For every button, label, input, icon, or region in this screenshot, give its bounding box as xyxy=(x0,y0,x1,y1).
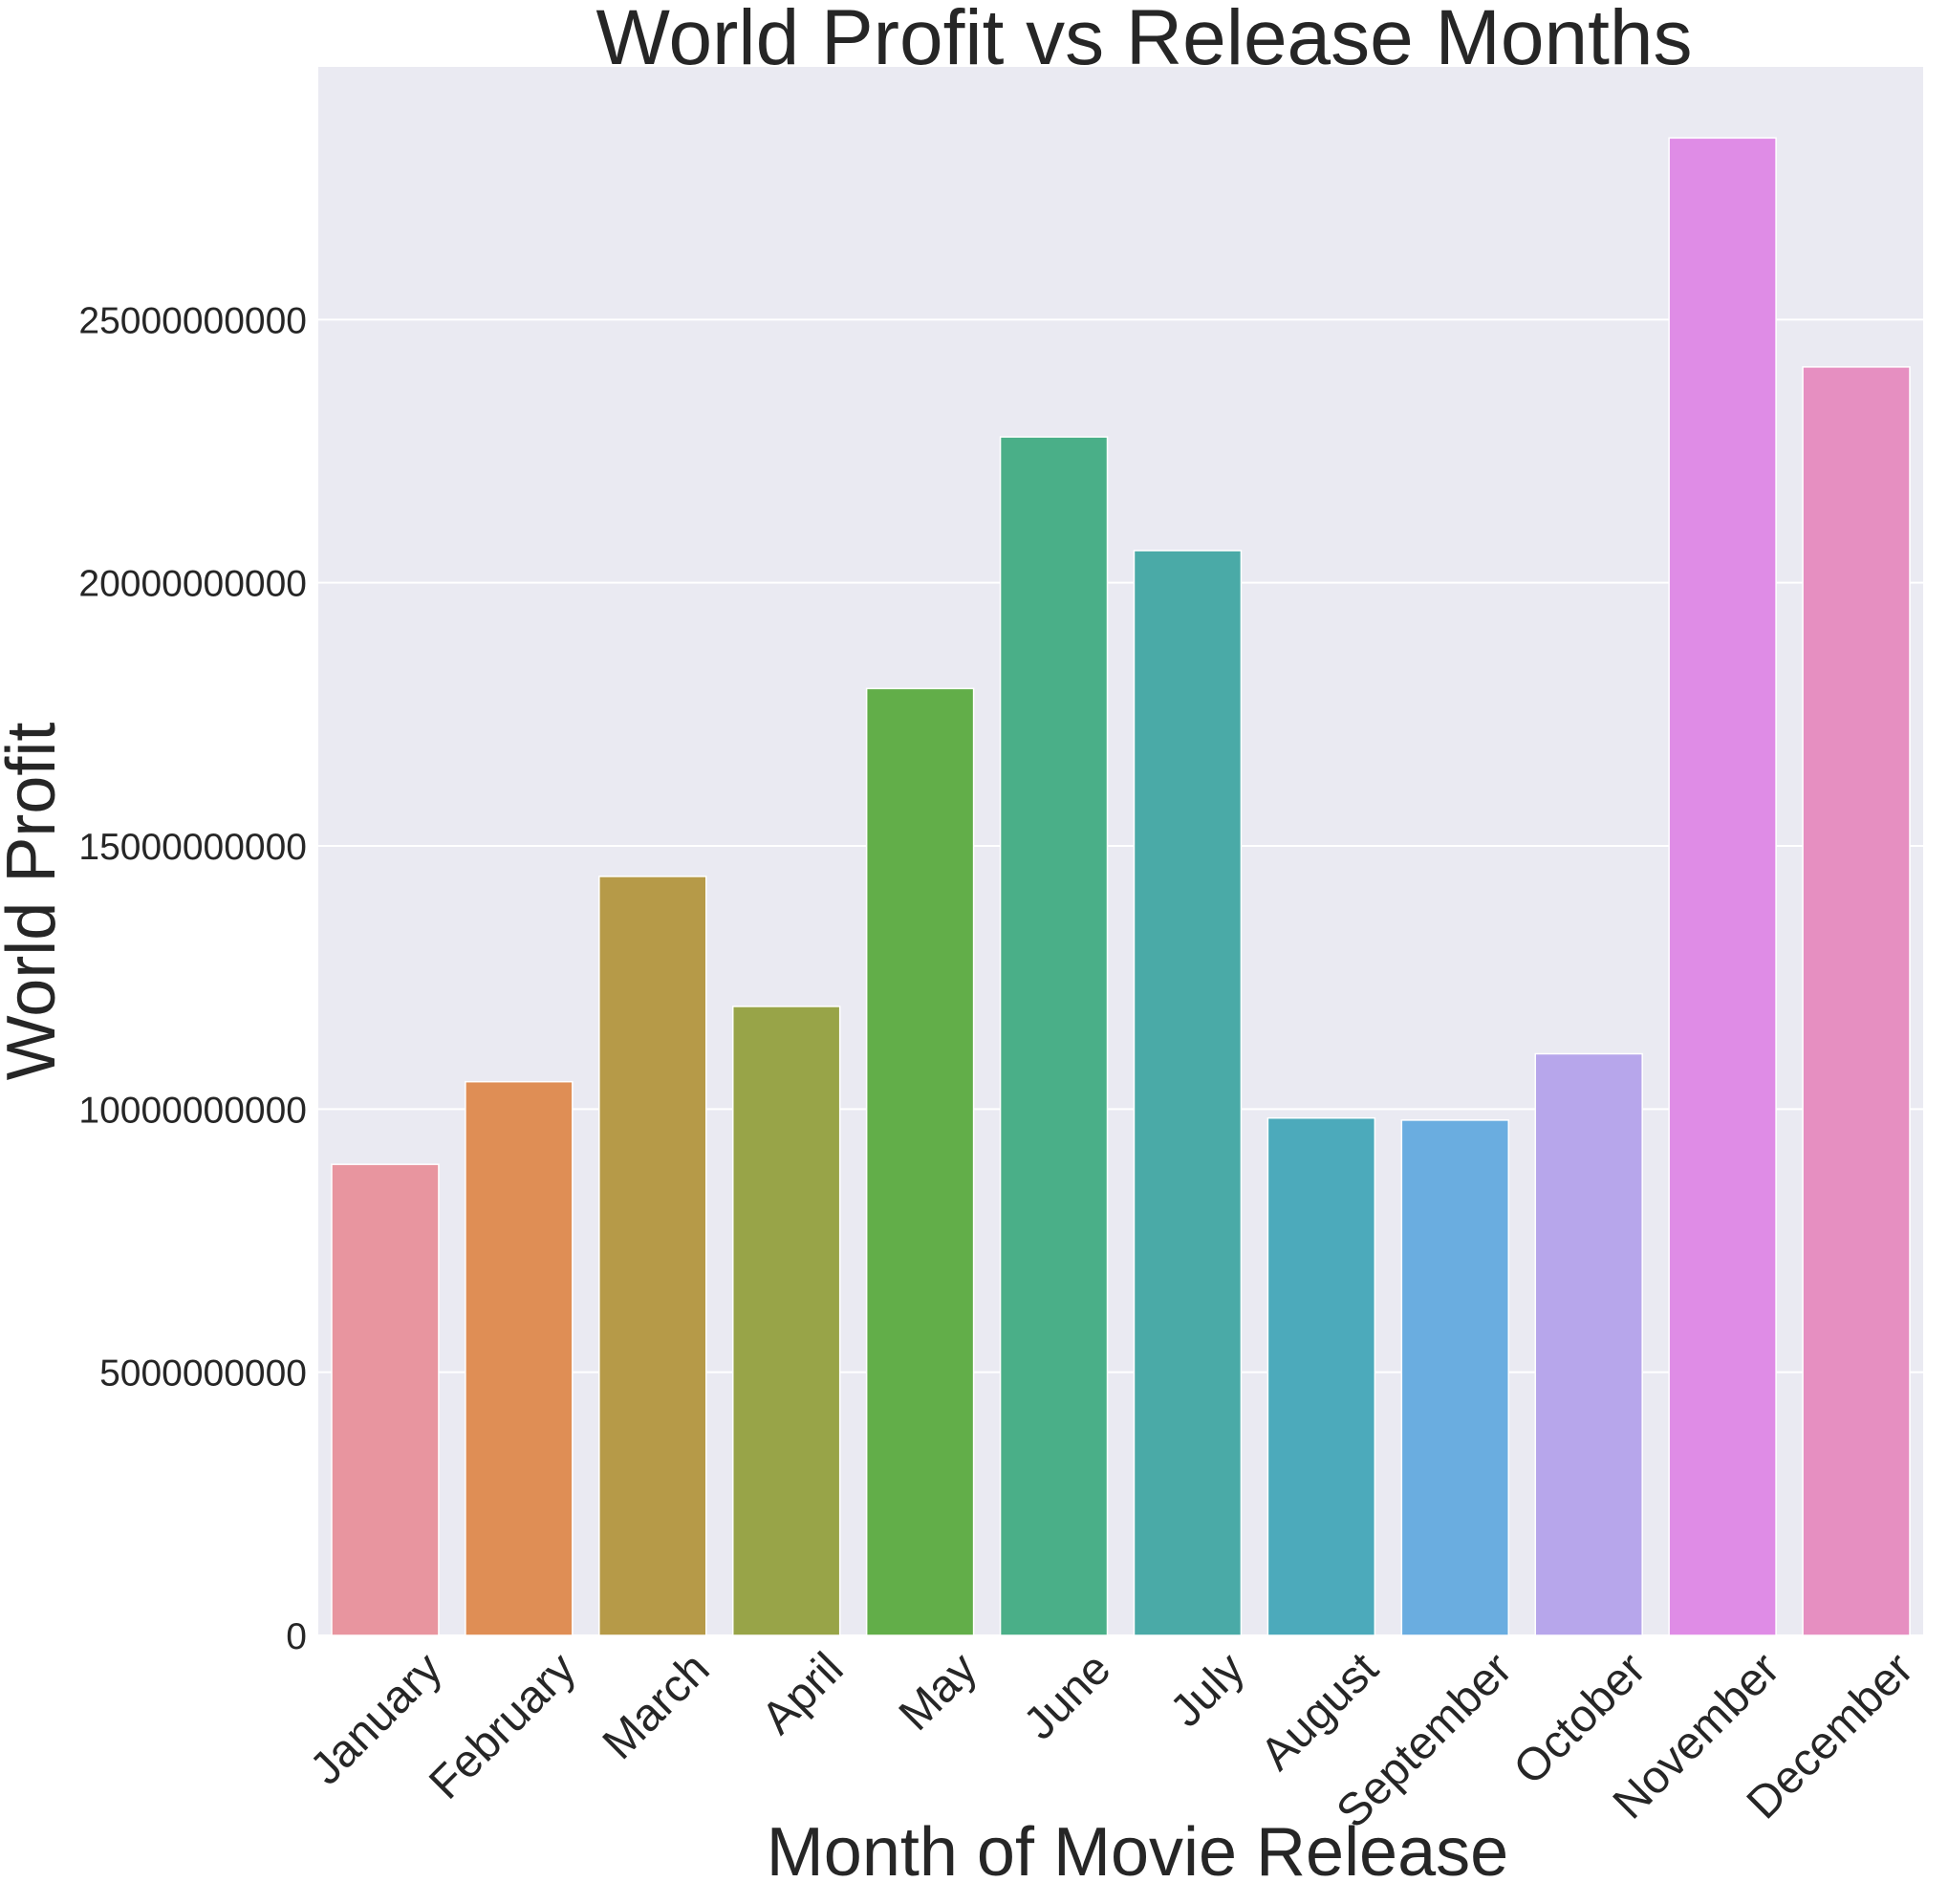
x-tick-label: February xyxy=(420,1643,585,1808)
x-tick-label: May xyxy=(890,1643,987,1741)
y-tick-label: 5000000000 xyxy=(99,1353,307,1395)
bar-january xyxy=(331,1163,440,1636)
bar-october xyxy=(1534,1052,1643,1636)
gridlines xyxy=(318,318,1923,1636)
x-axis-label: Month of Movie Release xyxy=(767,1814,1508,1891)
plot-area xyxy=(318,67,1923,1635)
bar-april xyxy=(731,1006,841,1636)
bar-june xyxy=(999,436,1109,1636)
chart-title: World Profit vs Release Months xyxy=(596,0,1693,81)
y-tick-label: 0 xyxy=(286,1616,307,1657)
bar-july xyxy=(1133,550,1243,1636)
y-tick-label: 10000000000 xyxy=(78,1090,307,1131)
y-axis-label: World Profit xyxy=(0,723,70,1081)
bar-august xyxy=(1266,1116,1376,1636)
y-tick-label: 20000000000 xyxy=(78,564,307,605)
x-tick-label: March xyxy=(594,1643,720,1769)
y-tick-labels: 0 5000000000 10000000000 15000000000 2000000… xyxy=(78,300,307,1657)
bar-march xyxy=(598,876,707,1636)
bar-september xyxy=(1400,1119,1510,1636)
x-tick-label: April xyxy=(752,1643,853,1743)
x-tick-label: August xyxy=(1251,1643,1388,1780)
bar-february xyxy=(465,1080,574,1636)
y-tick-label: 15000000000 xyxy=(78,827,307,868)
bars xyxy=(331,137,1911,1636)
x-tick-label: July xyxy=(1160,1643,1254,1737)
bar-november xyxy=(1668,137,1777,1636)
bar-december xyxy=(1802,366,1911,1636)
bar-may xyxy=(865,687,975,1636)
x-tick-label: June xyxy=(1014,1643,1120,1749)
y-tick-label: 25000000000 xyxy=(78,300,307,341)
